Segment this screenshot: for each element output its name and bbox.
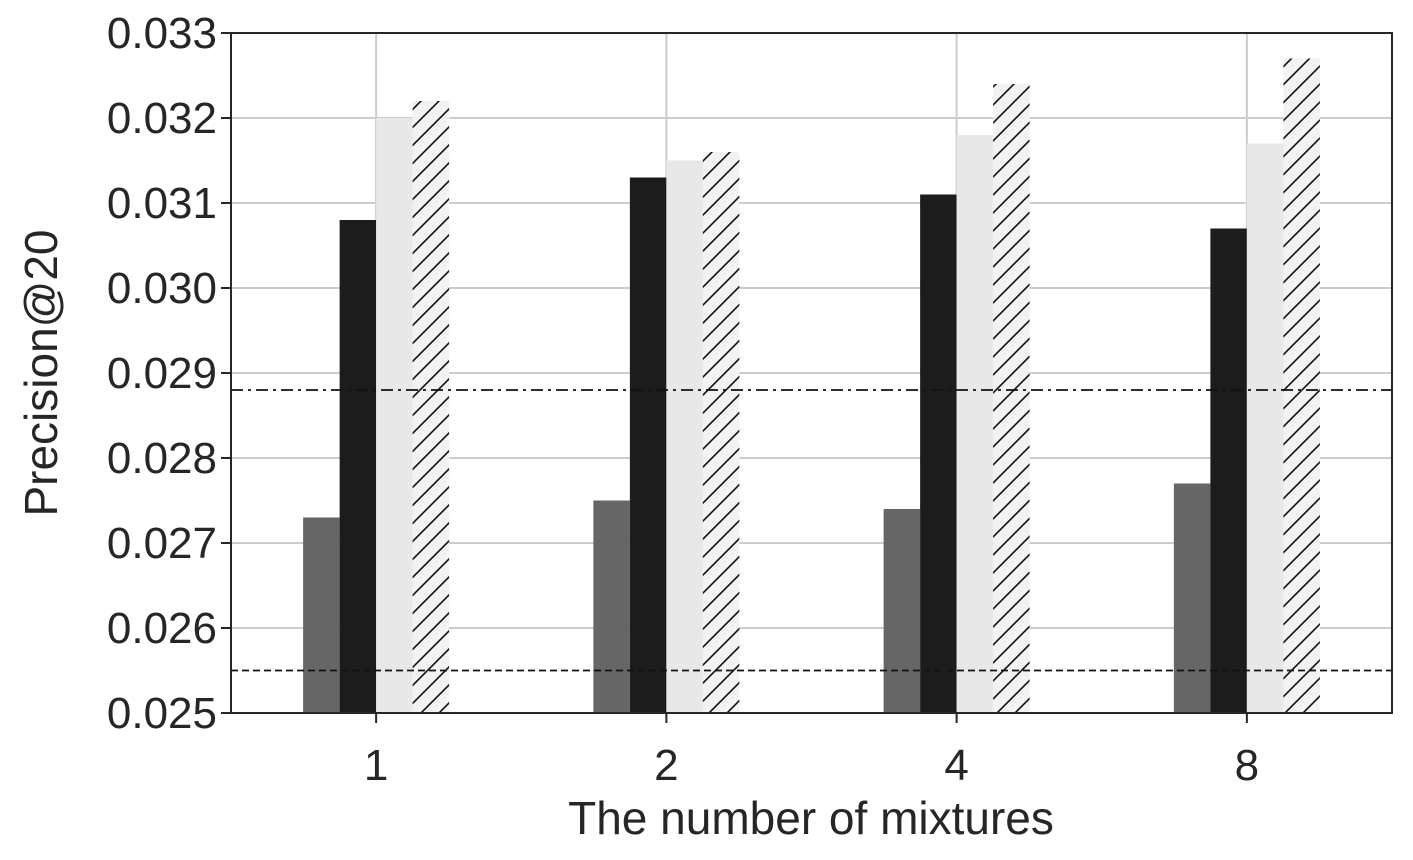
bar-series-3-cat-2: [666, 160, 703, 713]
bar-series-4-cat-4: [993, 84, 1030, 713]
bars: [303, 58, 1320, 713]
axis-ticks: 0.025 0.026 0.027 0.028 0.029 0.030 0.031 0.032…: [107, 9, 1259, 790]
x-tick-label: 8: [1235, 741, 1259, 790]
y-tick-label: 0.026: [107, 604, 217, 653]
y-tick-label: 0.025: [107, 689, 217, 738]
reference-lines: [231, 389, 1392, 672]
bar-series-3-cat-8: [1246, 143, 1284, 713]
bar-series-2-cat-8: [1210, 228, 1247, 713]
y-tick-label: 0.028: [107, 434, 217, 483]
bar-series-1-cat-8: [1173, 483, 1211, 713]
bar-series-1-cat-2: [593, 500, 630, 713]
x-tick-label: 4: [944, 741, 968, 790]
bar-series-1-cat-1: [303, 517, 340, 713]
bar-series-2-cat-4: [920, 194, 957, 713]
bar-series-3-cat-1: [376, 118, 413, 713]
x-axis-label: The number of mixtures: [568, 792, 1054, 844]
y-tick-label: 0.031: [107, 179, 217, 228]
y-tick-label: 0.030: [107, 264, 217, 313]
bar-series-3-cat-4: [956, 135, 994, 713]
x-tick-label: 1: [364, 741, 388, 790]
bar-series-2-cat-1: [339, 220, 377, 713]
y-tick-label: 0.032: [107, 94, 217, 143]
bar-series-2-cat-2: [629, 177, 667, 713]
x-tick-label: 2: [654, 741, 678, 790]
y-tick-label: 0.029: [107, 349, 217, 398]
bar-series-4-cat-1: [412, 101, 450, 713]
bar-series-4-cat-2: [702, 152, 740, 713]
bar-series-1-cat-4: [883, 509, 921, 713]
y-axis-label: Precision@20: [15, 229, 67, 516]
bar-series-4-cat-8: [1283, 58, 1320, 713]
y-tick-label: 0.033: [107, 9, 217, 58]
y-tick-label: 0.027: [107, 519, 217, 568]
